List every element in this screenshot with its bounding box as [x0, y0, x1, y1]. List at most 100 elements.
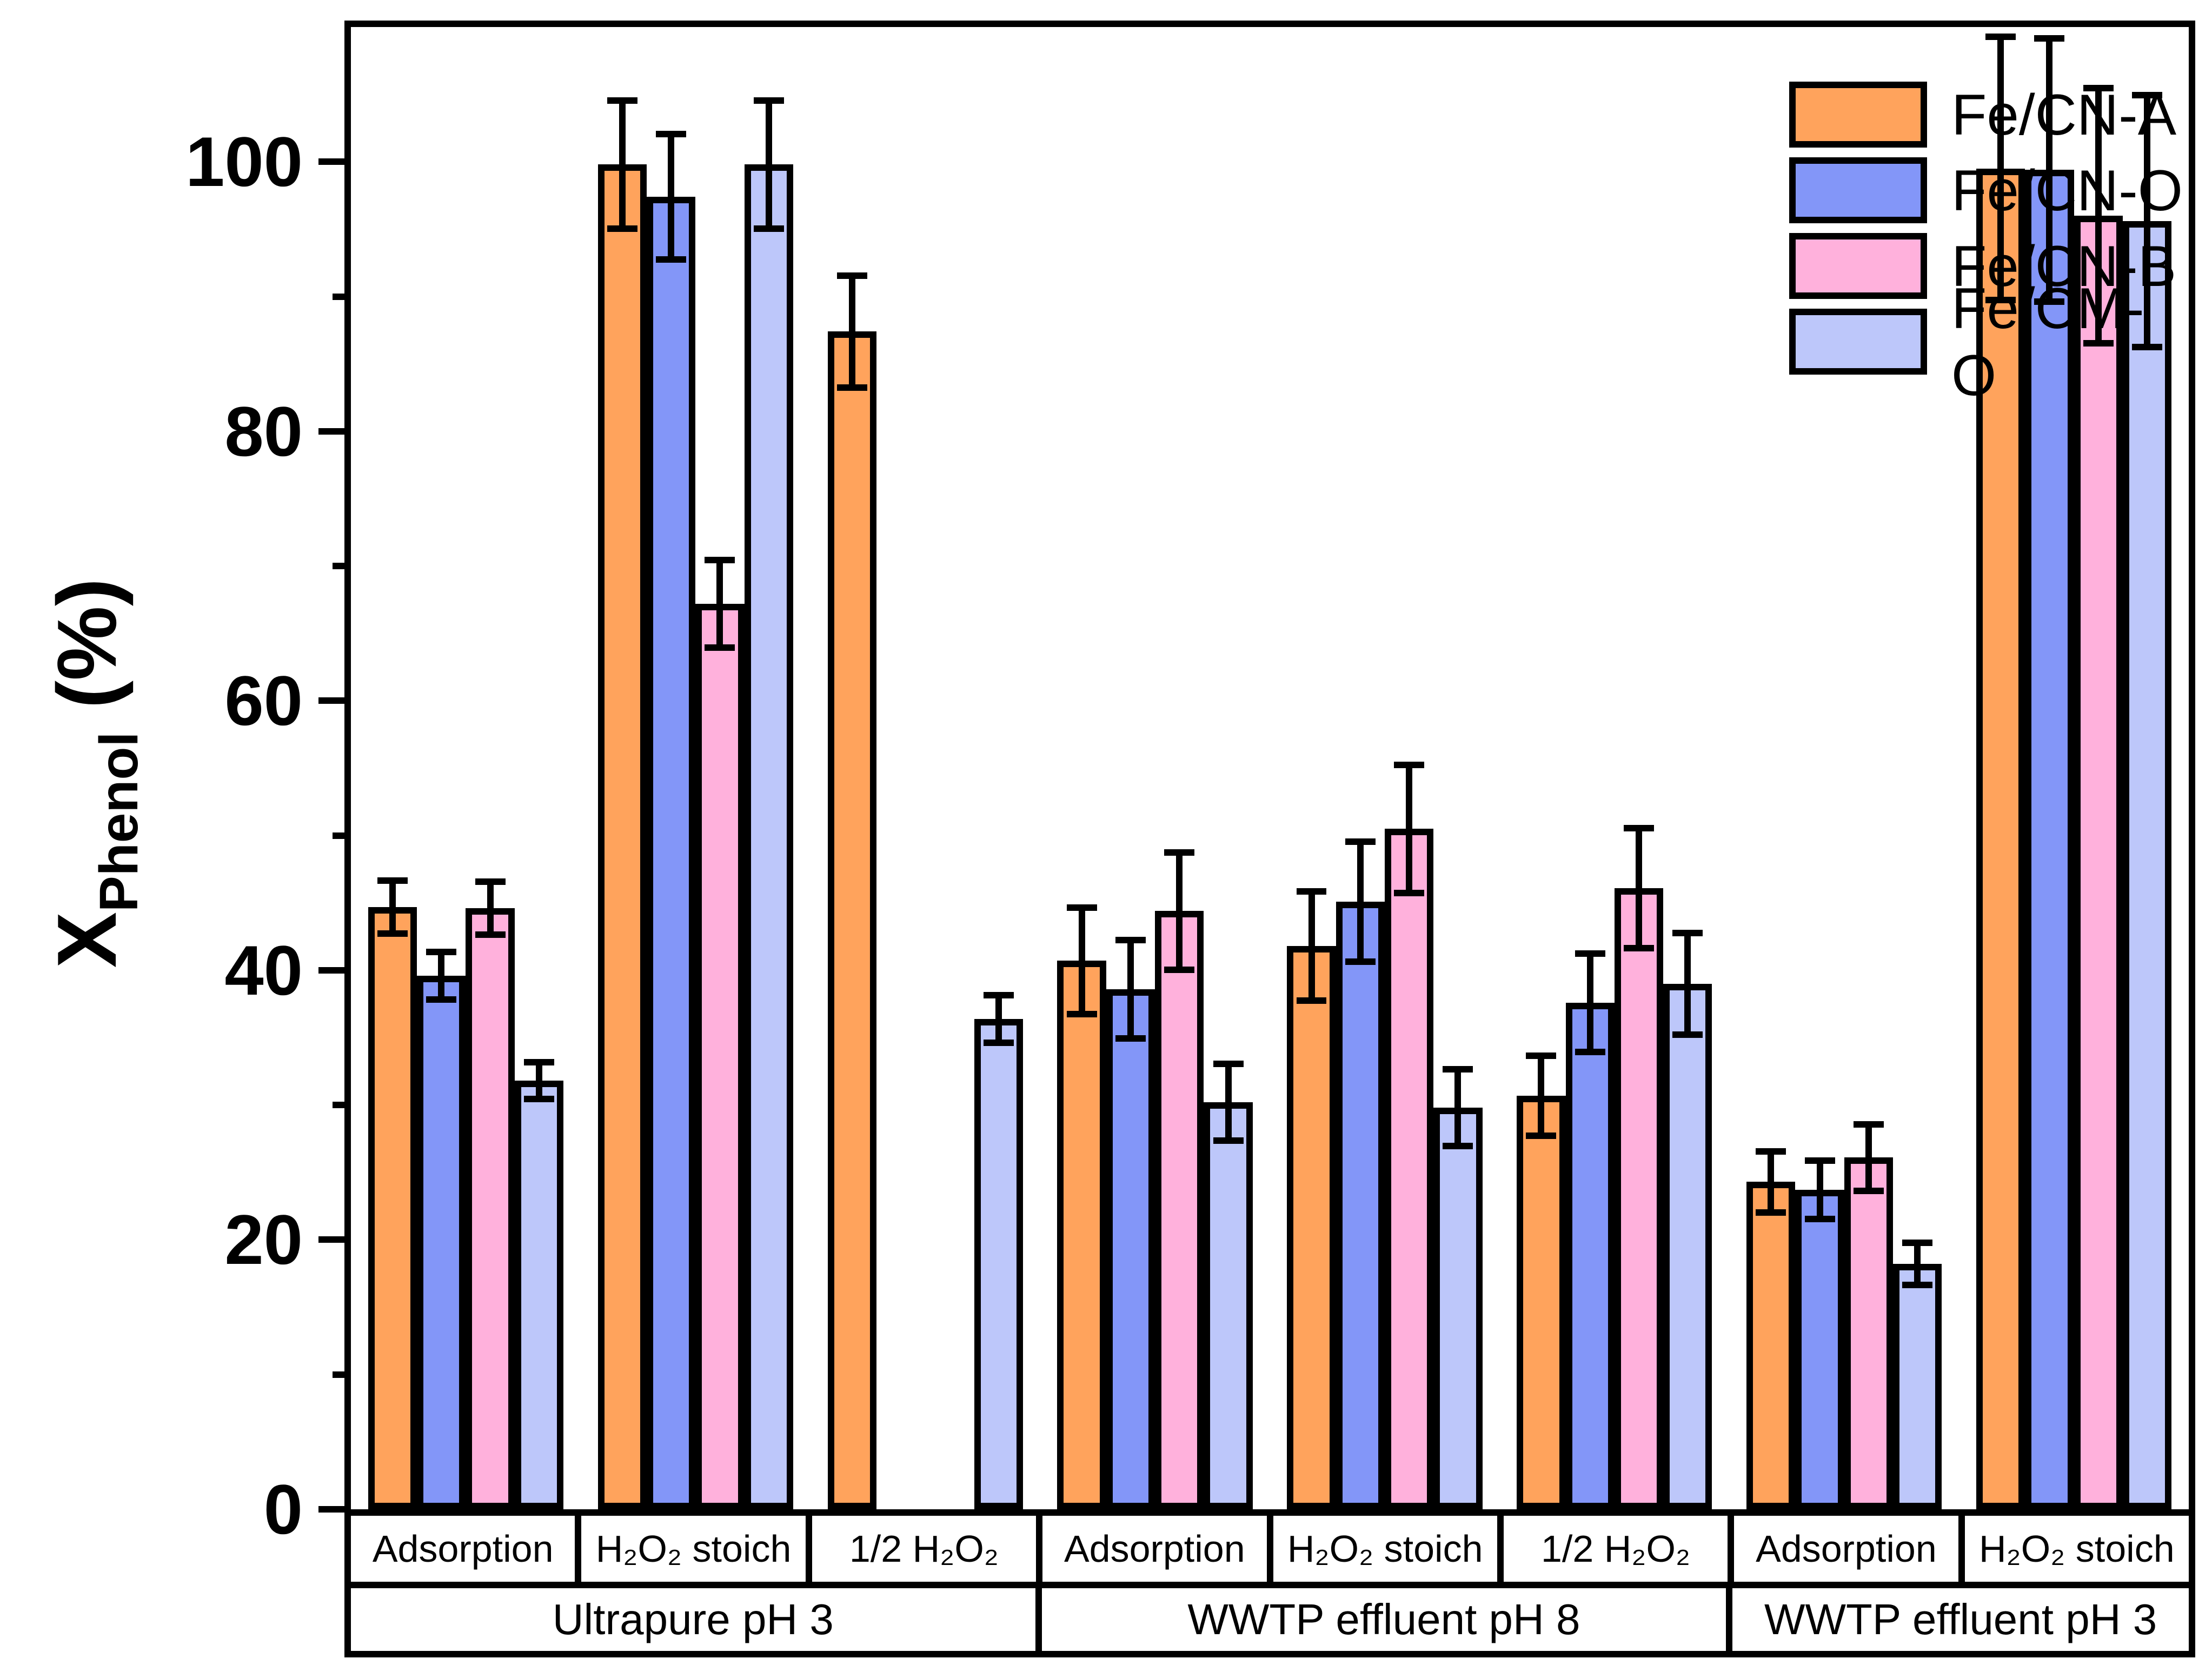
error-bar-cap-top	[836, 272, 867, 279]
error-bar	[2034, 35, 2065, 305]
legend-swatch	[1789, 233, 1927, 299]
condition-cell: H₂O₂ stoich	[1958, 1509, 2195, 1588]
error-bar-cap-bottom	[983, 1039, 1014, 1046]
error-bar-cap-bottom	[607, 225, 637, 232]
bar-slot	[1565, 27, 1615, 1509]
error-bar	[1804, 1157, 1835, 1223]
condition-cell: 1/2 H₂O₂	[805, 1509, 1043, 1588]
error-bar-line	[487, 878, 494, 938]
error-bar	[1394, 761, 1425, 896]
bar-slot	[1893, 27, 1942, 1509]
error-bar-line	[1406, 761, 1413, 896]
bar-slot	[597, 27, 647, 1509]
bar-slot	[925, 27, 974, 1509]
error-bar-cap-bottom	[2034, 298, 2065, 305]
error-bar	[1853, 1121, 1884, 1194]
error-bar-line	[619, 97, 626, 232]
bar-slot	[1433, 27, 1483, 1509]
error-bar-cap-top	[705, 556, 735, 563]
error-bar-cap-top	[377, 877, 408, 884]
error-bar-line	[1684, 930, 1691, 1038]
legend-item: Fe/CN-A	[1789, 82, 2189, 148]
error-bar-cap-top	[1575, 950, 1605, 957]
error-bar-line	[1176, 849, 1183, 973]
bar-fe-cn-a	[1746, 1182, 1796, 1509]
error-bar-cap-bottom	[753, 225, 784, 232]
error-bar-line	[1865, 1121, 1872, 1194]
error-bar	[426, 949, 457, 1003]
bar-group	[581, 27, 811, 1509]
error-bar	[1345, 838, 1376, 965]
matrix-cell: WWTP effluent pH 3	[1726, 1582, 2195, 1657]
bar-slot	[827, 27, 876, 1509]
error-bar-line	[535, 1059, 542, 1103]
error-bar	[2132, 91, 2162, 351]
legend-swatch	[1789, 82, 1927, 148]
bar-fe-cn-o	[1106, 989, 1155, 1509]
error-bar-cap-top	[1902, 1240, 1933, 1247]
error-bar-line	[438, 949, 445, 1003]
legend: Fe/CN-A Fe/CN-O Fe/CN-B Fe/CM-O	[1789, 82, 2189, 408]
bar-group	[1959, 27, 2189, 1509]
bar-slot	[514, 27, 564, 1509]
bar-fe-cm-o	[1204, 1102, 1253, 1509]
bar-slot	[1384, 27, 1434, 1509]
bar-fe-cn-a	[1057, 961, 1106, 1509]
legend-label: Fe/CN-A	[1951, 82, 2177, 147]
error-bar-line	[1914, 1240, 1921, 1289]
error-bar	[1672, 930, 1703, 1038]
error-bar	[1756, 1148, 1786, 1216]
bar-fe-cn-b	[1844, 1157, 1893, 1509]
matrix-cell: WWTP effluent pH 8	[1035, 1582, 1733, 1657]
error-bar-line	[1308, 888, 1315, 1004]
error-bar	[836, 272, 867, 391]
error-bar-line	[765, 97, 772, 232]
error-bar	[1985, 34, 2016, 304]
y-axis-tick-minor	[333, 1102, 344, 1109]
error-bar	[1575, 950, 1605, 1055]
error-bar-cap-top	[1985, 34, 2016, 41]
condition-cell: Adsorption	[1728, 1509, 1965, 1588]
bar-cluster	[1287, 27, 1483, 1509]
condition-cell: H₂O₂ stoich	[1266, 1509, 1504, 1588]
error-bar-cap-top	[475, 878, 506, 885]
error-bar-cap-bottom	[1672, 1031, 1703, 1038]
matrix-cell: Ultrapure pH 3	[344, 1582, 1042, 1657]
bar-slot	[974, 27, 1023, 1509]
y-axis-tick-label: 40	[224, 930, 303, 1010]
bar-fe-cn-a	[827, 331, 876, 1509]
error-bar-cap-top	[1213, 1060, 1244, 1067]
bar-slot	[368, 27, 417, 1509]
error-bar	[1443, 1065, 1473, 1150]
error-bar-line	[1454, 1065, 1462, 1150]
bar-groups	[351, 27, 2189, 1509]
bar-fe-cn-b	[2074, 215, 2123, 1509]
legend-label: Fe/CN-B	[1951, 234, 2177, 298]
bar-group	[1729, 27, 1959, 1509]
y-axis-tick-minor	[333, 563, 344, 570]
y-axis-tick-major	[318, 428, 344, 435]
bar-slot	[744, 27, 793, 1509]
error-bar-cap-bottom	[656, 256, 687, 263]
y-axis-tick-major	[318, 1236, 344, 1243]
error-bar	[1902, 1240, 1933, 1289]
error-bar	[1526, 1052, 1557, 1139]
bar-group	[351, 27, 581, 1509]
bar-fe-cn-o	[647, 197, 696, 1509]
plot-area: Fe/CN-A Fe/CN-O Fe/CN-B Fe/CM-O	[344, 21, 2195, 1516]
error-bar-line	[848, 272, 855, 391]
legend-item: Fe/CM-O	[1789, 276, 2189, 408]
bar-group	[811, 27, 1040, 1509]
y-axis-tick-minor	[333, 832, 344, 839]
condition-cell: Adsorption	[1036, 1509, 1273, 1588]
error-bar-cap-top	[1853, 1121, 1884, 1128]
error-bar	[705, 556, 735, 651]
bar-slot	[1663, 27, 1712, 1509]
bar-slot	[1746, 27, 1796, 1509]
error-bar-line	[1078, 904, 1085, 1018]
error-bar-cap-top	[1115, 936, 1146, 943]
bar-fe-cn-a	[1517, 1095, 1566, 1509]
bar-group	[1270, 27, 1500, 1509]
error-bar-line	[1127, 936, 1134, 1042]
